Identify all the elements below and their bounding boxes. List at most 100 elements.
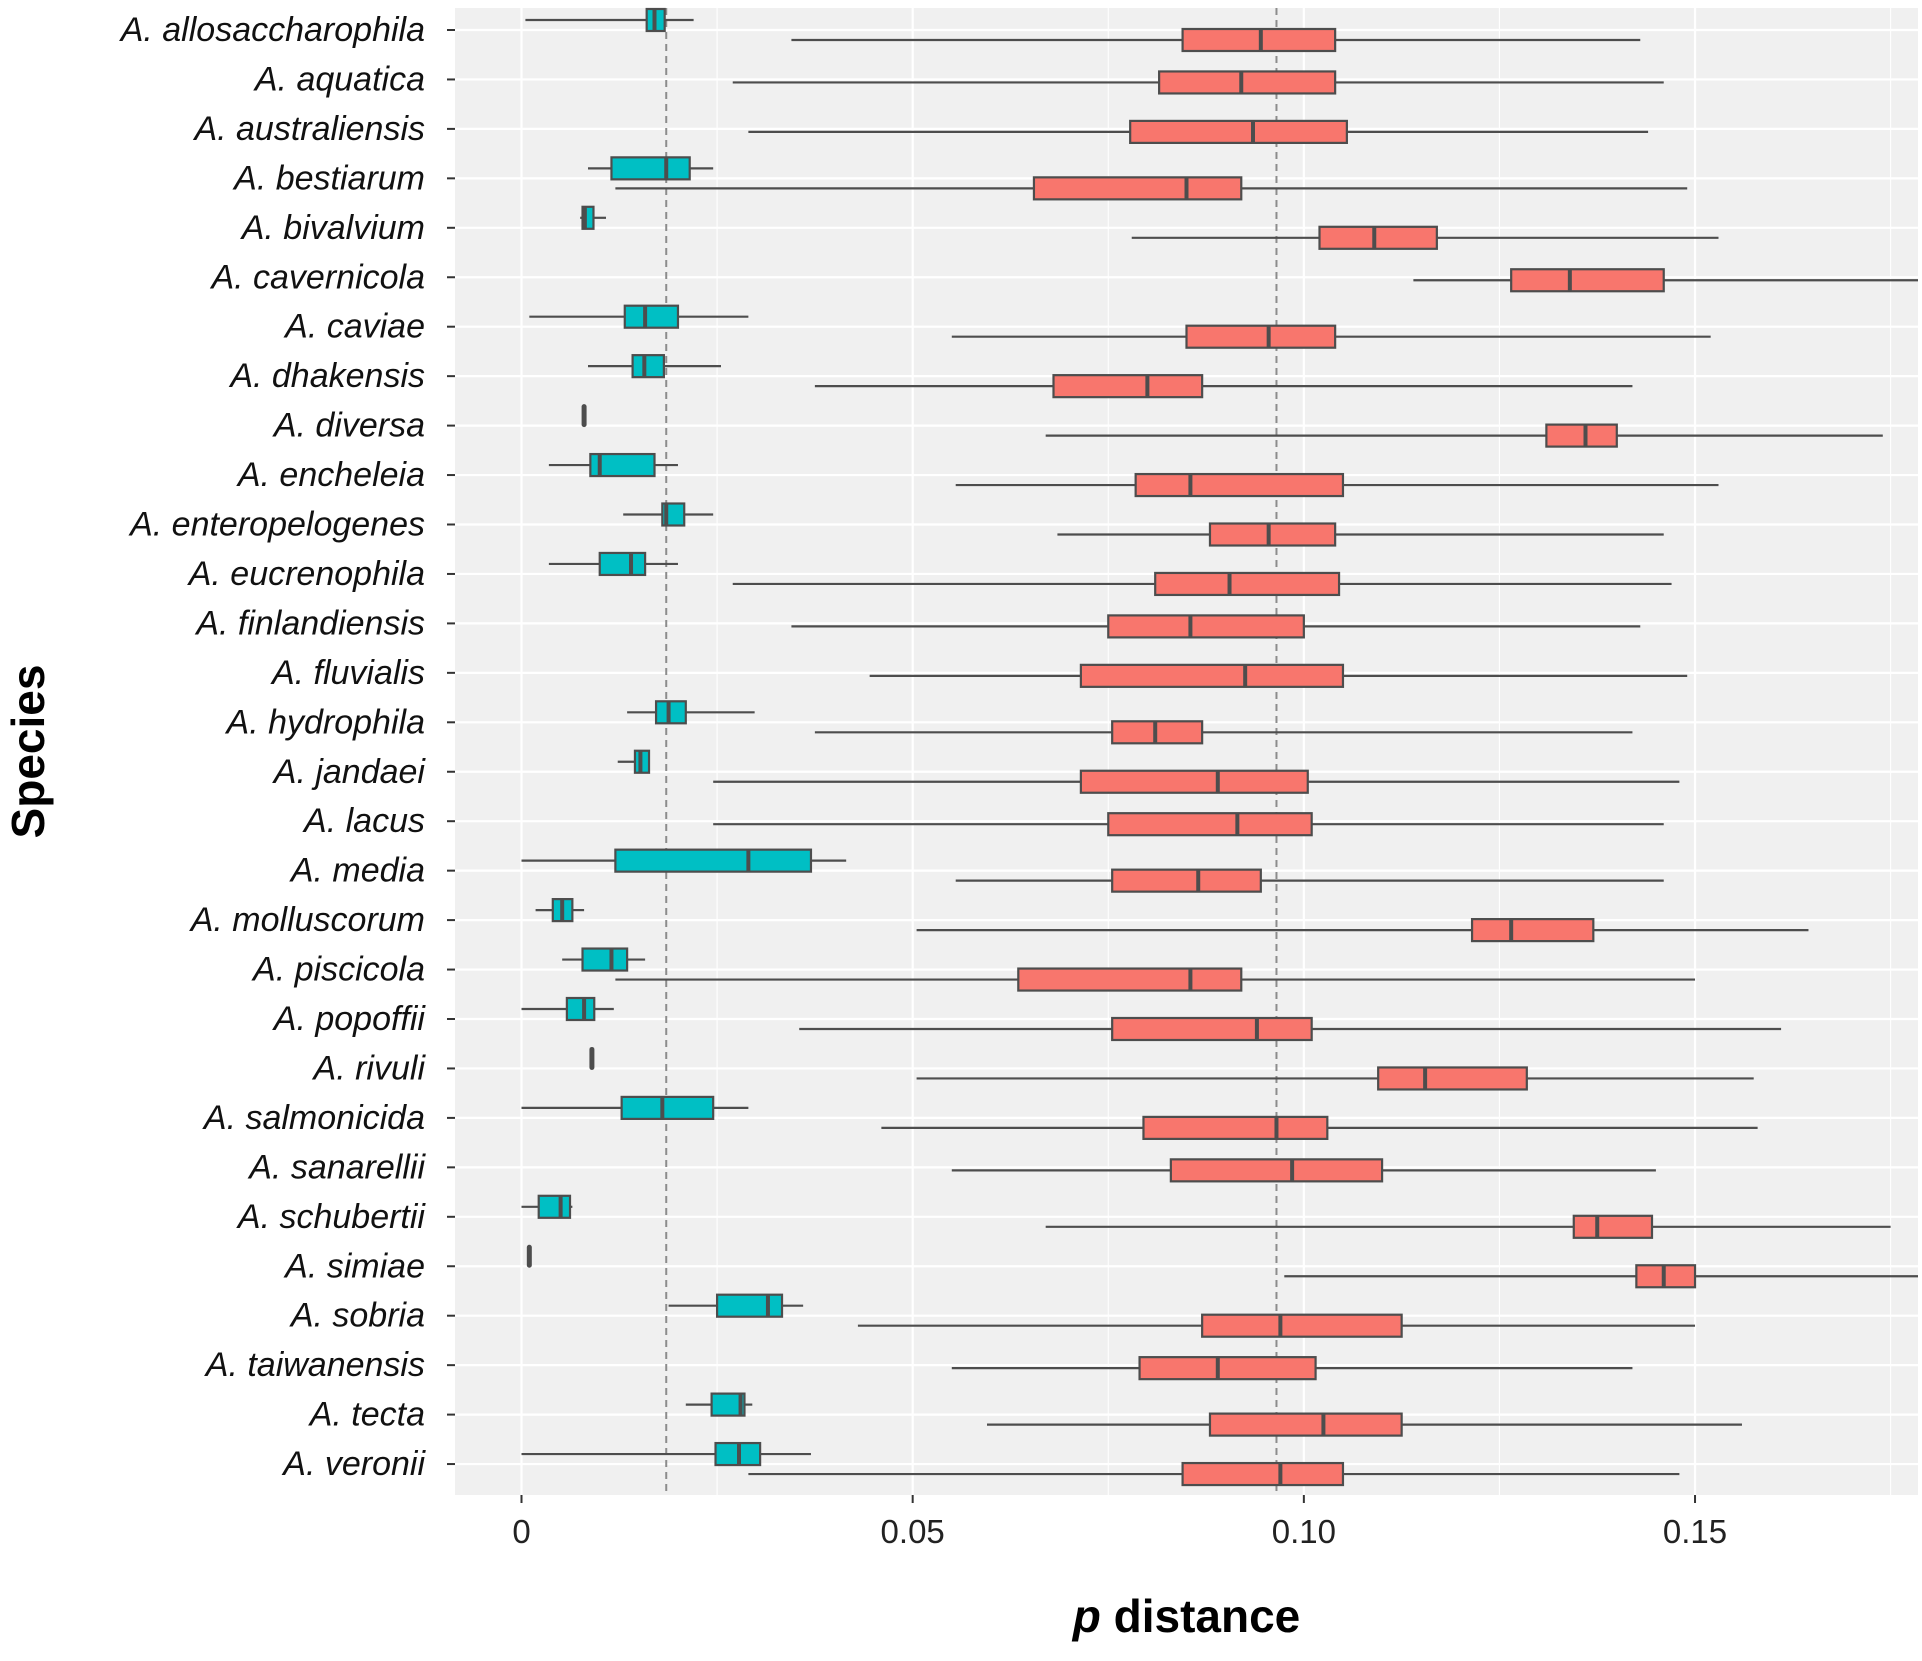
box-inter-molluscorum	[916, 917, 1809, 943]
box-inter-piscicola	[615, 967, 1696, 992]
box-inter-diversa	[1045, 423, 1883, 448]
box-inter-encheleia	[955, 472, 1719, 498]
box-intra-encheleia	[548, 452, 678, 478]
species-labels: A. allosaccharophila A. aquatica A. austra…	[119, 11, 455, 1483]
species-label: A. australiensis	[192, 110, 425, 148]
box-intra-molluscorum	[535, 897, 585, 923]
box-intra-hydrophila-iqr	[654, 700, 687, 725]
box-intra-piscicola	[562, 947, 646, 972]
box-inter-cavernicola-iqr	[1510, 268, 1665, 293]
box-intra-salmonicida-iqr	[620, 1095, 715, 1121]
box-inter-cavernicola	[1413, 268, 1918, 293]
box-inter-fluvialis	[869, 663, 1688, 688]
box-inter-fluvialis-iqr	[1079, 663, 1345, 688]
x-axis-title-italic: p	[1071, 1590, 1101, 1642]
box-intra-sobria-iqr	[715, 1293, 784, 1318]
box-inter-media	[955, 868, 1664, 893]
box-inter-schubertii-iqr	[1572, 1214, 1654, 1239]
box-inter-dhakensis	[814, 374, 1633, 399]
box-inter-piscicola-iqr	[1017, 967, 1243, 992]
species-label: A. finlandiensis	[194, 604, 425, 642]
box-intra-piscicola-iqr	[581, 947, 629, 972]
x-axis-title-rest: distance	[1101, 1590, 1300, 1642]
box-intra-dhakensis-iqr	[631, 354, 665, 379]
box-inter-sanarellii-iqr	[1169, 1158, 1384, 1183]
box-inter-popoffii-iqr	[1111, 1016, 1313, 1042]
box-inter-media-iqr	[1111, 868, 1262, 893]
species-label: A. lacus	[302, 802, 425, 840]
box-inter-taiwanensis	[951, 1356, 1633, 1381]
box-intra-jandaei	[617, 749, 651, 774]
species-label: A. enteropelogenes	[128, 506, 425, 544]
species-label: A. aquatica	[253, 60, 425, 98]
species-label: A. simiae	[283, 1247, 425, 1285]
box-inter-finlandiensis-iqr	[1107, 614, 1305, 639]
species-label: A. rivuli	[312, 1049, 427, 1087]
species-label: A. sobria	[289, 1297, 425, 1335]
box-inter-lacus	[713, 812, 1664, 837]
box-intra-dhakensis	[588, 354, 721, 379]
box-inter-bestiarum-iqr	[1032, 176, 1243, 201]
box-inter-caviae-iqr	[1185, 324, 1337, 349]
x-tick-label: 0.10	[1272, 1513, 1336, 1550]
box-inter-salmonicida-iqr	[1142, 1115, 1329, 1141]
box-intra-schubertii	[521, 1194, 573, 1219]
box-intra-caviae-iqr	[623, 304, 680, 329]
box-inter-eucrenophila	[732, 571, 1672, 597]
box-inter-molluscorum-iqr	[1470, 917, 1595, 943]
box-intra-sobria	[668, 1293, 804, 1318]
box-inter-jandaei	[713, 769, 1680, 794]
reference-lines	[665, 8, 1278, 1495]
box-intra-bivalvium-iqr	[581, 205, 595, 230]
species-label: A. tecta	[308, 1396, 425, 1434]
box-intra-enteropelogenes	[623, 502, 714, 527]
box-intra-caviae	[529, 304, 749, 329]
x-tick-label: 0	[512, 1513, 530, 1550]
species-label: A. piscicola	[251, 951, 425, 989]
box-inter-aquatica-iqr	[1158, 70, 1337, 95]
box-inter-simiae	[1284, 1264, 1918, 1289]
plot-panel	[455, 8, 1918, 1495]
box-inter-popoffii	[799, 1016, 1782, 1042]
x-tick-label: 0.05	[881, 1513, 945, 1550]
box-inter-dhakensis-iqr	[1052, 374, 1204, 399]
box-inter-tecta	[987, 1412, 1742, 1437]
box-inter-sanarellii	[951, 1158, 1656, 1183]
x-tick-label: 0.15	[1663, 1513, 1727, 1550]
species-label: A. cavernicola	[209, 258, 425, 296]
box-inter-encheleia-iqr	[1134, 472, 1345, 498]
box-intra-allosaccharophila	[525, 7, 694, 33]
box-intra-hydrophila	[627, 700, 755, 725]
species-label: A. bivalvium	[240, 209, 425, 247]
x-axis-title: p distance	[1071, 1590, 1301, 1642]
species-label: A. dhakensis	[228, 357, 425, 395]
box-intra-eucrenophila-iqr	[598, 551, 647, 577]
box-inter-allosaccharophila	[791, 27, 1641, 53]
box-inter-bestiarum	[615, 176, 1688, 201]
box-inter-sobria-iqr	[1201, 1313, 1403, 1338]
species-label: A. popoffii	[272, 1000, 427, 1038]
species-label: A. jandaei	[272, 753, 427, 791]
box-inter-jandaei-iqr	[1079, 769, 1309, 794]
species-label: A. fluvialis	[270, 654, 425, 692]
box-intra-popoffii	[521, 996, 614, 1022]
species-label: A. eucrenophila	[187, 555, 425, 593]
box-inter-rivuli-iqr	[1377, 1066, 1528, 1091]
species-label: A. media	[289, 852, 425, 890]
box-inter-diversa-iqr	[1545, 423, 1618, 448]
species-label: A. hydrophila	[225, 703, 425, 741]
species-label: A. allosaccharophila	[119, 11, 425, 49]
box-inter-finlandiensis	[791, 614, 1641, 639]
species-label: A. diversa	[272, 407, 425, 445]
species-label: A. caviae	[283, 308, 425, 346]
species-label: A. molluscorum	[189, 901, 425, 939]
box-intra-schubertii-iqr	[537, 1194, 572, 1219]
box-intra-media-iqr	[614, 848, 813, 873]
box-inter-veronii-iqr	[1181, 1461, 1345, 1487]
box-inter-rivuli	[916, 1066, 1754, 1091]
box-intra-media	[521, 848, 847, 873]
box-inter-hydrophila	[814, 720, 1633, 745]
box-intra-veronii	[521, 1441, 811, 1467]
species-label: A. bestiarum	[232, 159, 425, 197]
